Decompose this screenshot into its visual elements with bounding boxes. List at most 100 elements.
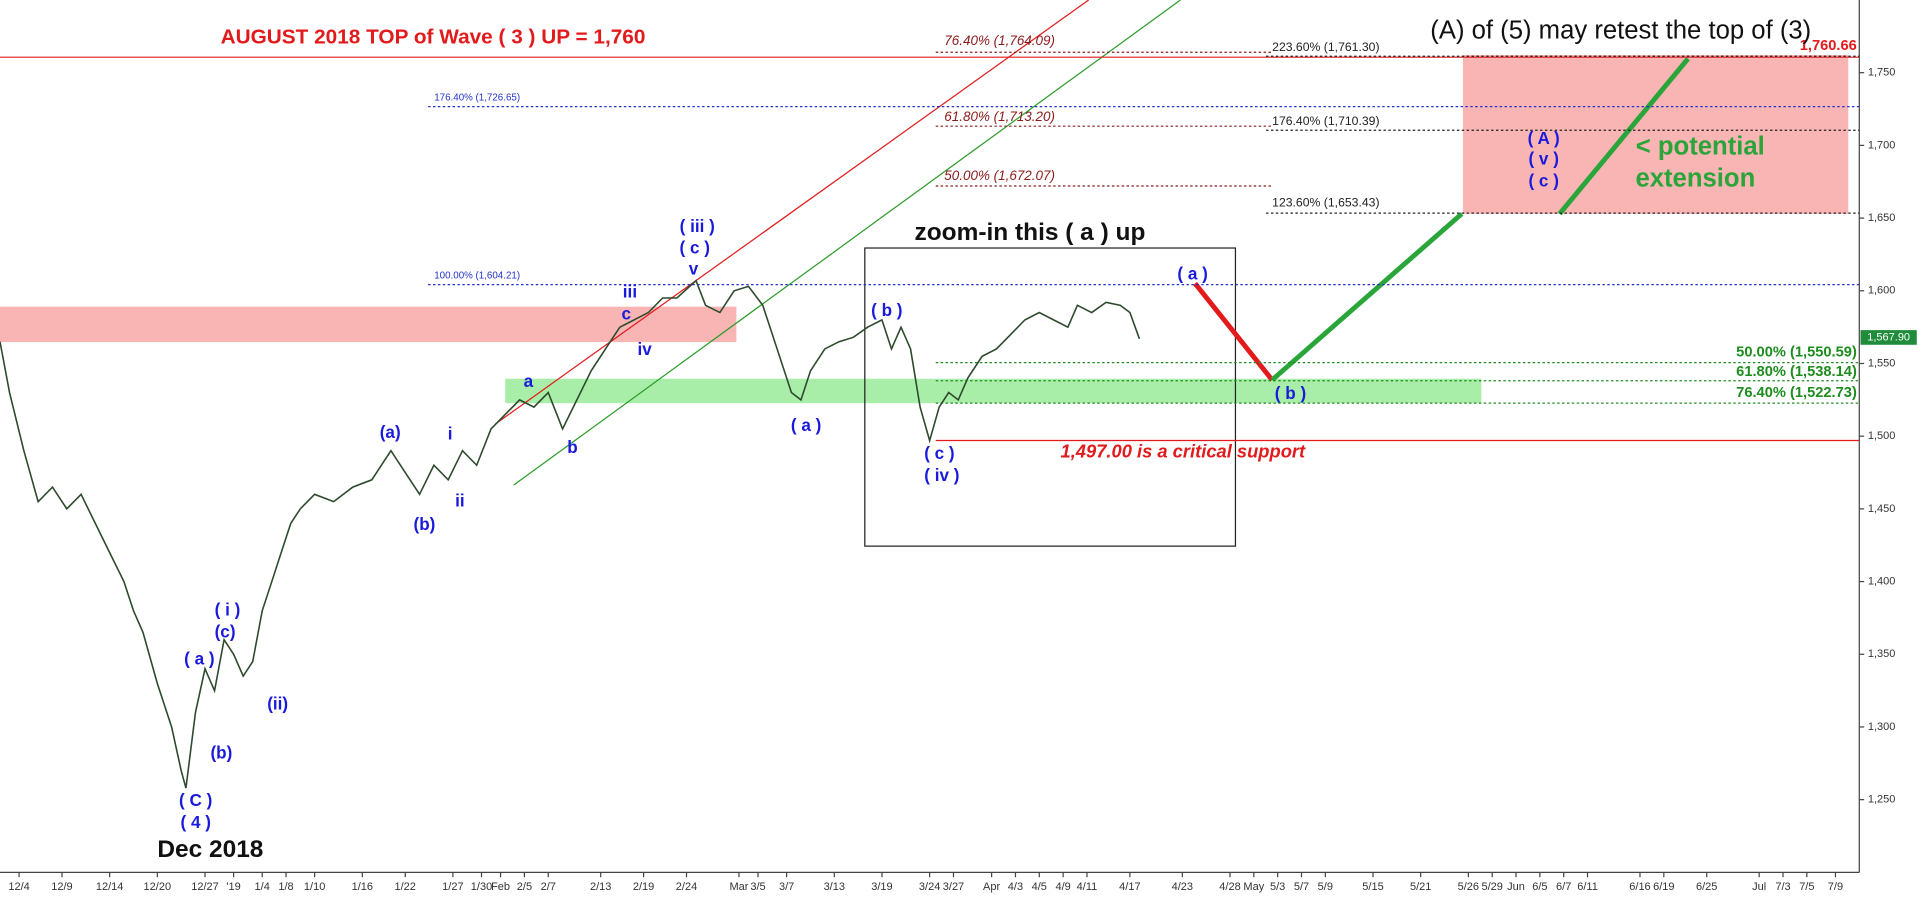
x-tick-label: 4/3 [1008, 881, 1023, 893]
y-tick-label: 1,750 [1868, 67, 1896, 79]
level-label: 61.80% (1,713.20) [944, 109, 1055, 124]
last-price-tag [1860, 330, 1917, 345]
x-tick-label: 3/5 [750, 881, 765, 893]
annotation: (b) [210, 743, 232, 762]
level-label: 1,760.66 [1800, 38, 1857, 54]
x-tick-label: 7/9 [1828, 881, 1843, 893]
y-tick-label: 1,700 [1868, 139, 1896, 151]
x-tick-label: 5/29 [1481, 881, 1502, 893]
x-tick-label: 2/13 [590, 881, 611, 893]
x-tick-label: 3/19 [871, 881, 892, 893]
annotation: < potential [1636, 133, 1765, 161]
channel-line [495, 0, 1090, 425]
forecast-line [1557, 57, 1690, 216]
y-tick-label: 1,600 [1868, 285, 1896, 297]
x-tick-label: 2/24 [676, 881, 697, 893]
level-label: 61.80% (1,538.14) [1736, 364, 1857, 380]
last-price-label: 1,567.90 [1867, 331, 1910, 343]
x-tick-label: 12/14 [96, 881, 124, 893]
annotation: ( a ) [791, 416, 821, 435]
x-tick-label: May [1243, 881, 1264, 893]
support-zone [505, 378, 1482, 404]
level-label: 76.40% (1,764.09) [944, 33, 1055, 48]
x-tick-label: 2/19 [633, 881, 654, 893]
annotation: a [524, 372, 534, 391]
x-tick-label: 12/20 [144, 881, 172, 893]
x-tick-label: 6/7 [1556, 881, 1571, 893]
annotation: iv [637, 340, 652, 359]
x-tick-label: 4/28 [1219, 881, 1240, 893]
x-tick-label: 3/27 [943, 881, 964, 893]
forecast-line [1193, 281, 1275, 382]
annotation: ( b ) [871, 301, 902, 320]
x-tick-label: 4/17 [1119, 881, 1140, 893]
x-tick-label: 3/7 [779, 881, 794, 893]
level-label: 123.60% (1,653.43) [1272, 196, 1379, 210]
annotation: ( 4 ) [180, 813, 210, 832]
level-label: 176.40% (1,710.39) [1272, 114, 1379, 128]
annotation: (a) [380, 423, 401, 442]
x-tick-label: 12/9 [51, 881, 72, 893]
annotation: (A) of (5) may retest the top of (3) [1430, 17, 1811, 45]
x-tick-label: 2/5 [517, 881, 532, 893]
x-tick-label: 4/11 [1077, 881, 1098, 893]
x-tick-label: 5/21 [1410, 881, 1431, 893]
annotation: ( c ) [680, 239, 710, 258]
level-label: 76.40% (1,522.73) [1736, 385, 1857, 401]
annotation: v [689, 260, 699, 279]
x-tick-label: '19 [226, 881, 240, 893]
x-tick-label: 5/7 [1294, 881, 1309, 893]
x-tick-label: 1/27 [442, 881, 463, 893]
annotation: extension [1635, 164, 1755, 192]
x-tick-label: 4/9 [1055, 881, 1070, 893]
annotation: ( A ) [1528, 129, 1560, 148]
channel-line [513, 0, 1181, 486]
x-tick-label: Mar [729, 881, 748, 893]
zoom-box [864, 247, 1237, 547]
annotation: c [622, 305, 632, 324]
annotation: zoom-in this ( a ) up [914, 219, 1145, 246]
x-tick-label: 1/16 [352, 881, 373, 893]
x-tick-label: 1/8 [278, 881, 293, 893]
annotation: ( C ) [179, 791, 212, 810]
x-tick-label: 2/7 [541, 881, 556, 893]
x-tick-label: Feb [491, 881, 510, 893]
y-tick-label: 1,550 [1868, 357, 1896, 369]
x-tick-label: 1/30 [471, 881, 492, 893]
annotation: ( b ) [1275, 384, 1306, 403]
x-tick-label: 1/10 [304, 881, 325, 893]
annotation: ( iii ) [680, 217, 715, 236]
x-tick-label: Jul [1752, 881, 1766, 893]
y-tick-label: 1,450 [1868, 503, 1896, 515]
annotation: (b) [414, 515, 436, 534]
x-tick-label: 1/22 [395, 881, 416, 893]
annotation: ( c ) [1528, 172, 1558, 191]
target-zone [1462, 54, 1849, 214]
x-tick-label: 6/19 [1653, 881, 1674, 893]
annotation: Dec 2018 [157, 836, 263, 863]
x-tick-label: 7/3 [1775, 881, 1790, 893]
level-label: 50.00% (1,550.59) [1736, 345, 1857, 361]
annotation: i [448, 424, 453, 443]
x-tick-label: 6/5 [1532, 881, 1547, 893]
y-tick-label: 1,650 [1868, 212, 1896, 224]
x-tick-label: 6/11 [1577, 881, 1598, 893]
annotation: ( i ) [215, 600, 241, 619]
forecast-line [1270, 211, 1464, 382]
annotation: ( v ) [1528, 150, 1558, 169]
y-tick-label: 1,250 [1868, 794, 1896, 806]
annotation: ( c ) [924, 444, 954, 463]
x-tick-label: 12/27 [191, 881, 219, 893]
level-label: 100.00% (1,604.21) [434, 271, 520, 282]
x-tick-label: 7/5 [1799, 881, 1814, 893]
y-tick-label: 1,400 [1868, 575, 1896, 587]
level-label: 1,497.00 is a critical support [1061, 441, 1307, 462]
x-tick-label: 12/4 [8, 881, 29, 893]
level-label: 50.00% (1,672.07) [944, 168, 1055, 183]
annotation: (c) [215, 622, 236, 641]
x-tick-label: 6/25 [1696, 881, 1717, 893]
x-tick-label: 5/15 [1362, 881, 1383, 893]
annotation: b [567, 438, 577, 457]
